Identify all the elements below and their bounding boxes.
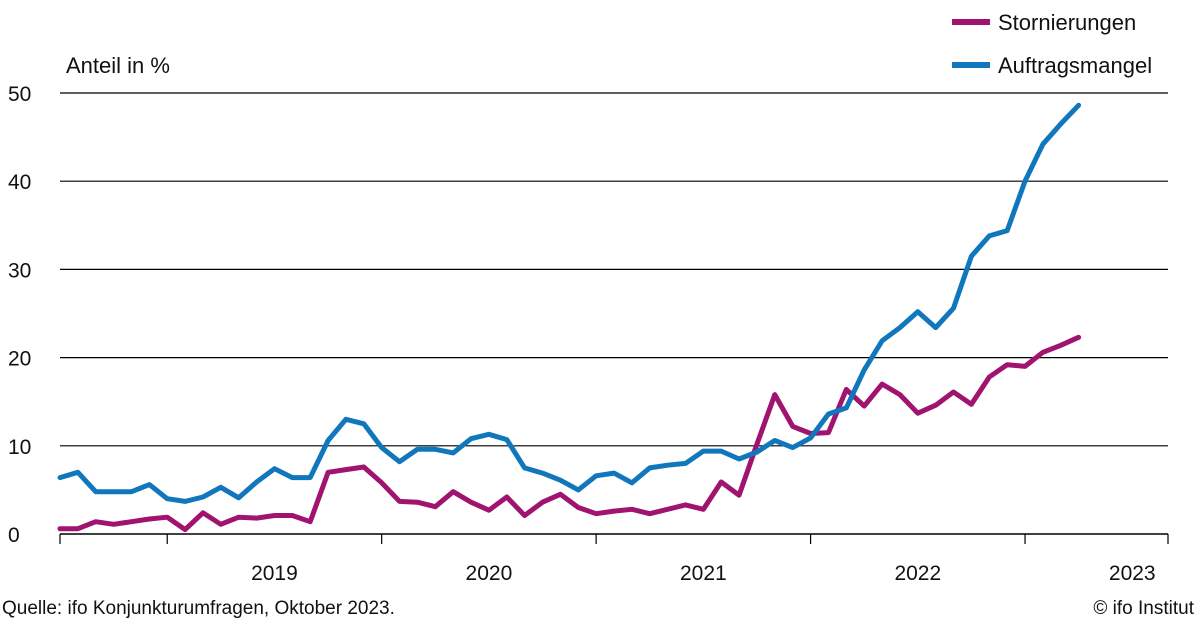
legend-label-stornierungen: Stornierungen	[998, 10, 1136, 35]
x-axis: 2019 2020 2021 2022 2023	[59, 533, 1169, 585]
copyright-note: © ifo Institut	[1093, 598, 1194, 619]
y-tick-label-40: 40	[8, 171, 31, 194]
x-tick-label-2021: 2021	[680, 562, 727, 585]
y-tick-label-30: 30	[8, 259, 31, 282]
x-tick-label-2022: 2022	[894, 562, 941, 585]
x-tick-label-2019: 2019	[251, 562, 298, 585]
series-line-auftragsmangel	[57, 102, 1082, 504]
series-lines	[57, 102, 1082, 533]
y-tick-label-0: 0	[8, 524, 20, 547]
y-axis-unit-label: Anteil in %	[66, 53, 170, 78]
x-tick-label-2023: 2023	[1109, 562, 1156, 585]
legend: Stornierungen Auftragsmangel	[952, 10, 1152, 78]
y-tick-label-10: 10	[8, 436, 31, 459]
series-line-stornierungen	[57, 334, 1082, 533]
y-tick-label-50: 50	[8, 83, 31, 106]
legend-label-auftragsmangel: Auftragsmangel	[998, 53, 1152, 78]
y-tick-label-20: 20	[8, 348, 31, 371]
y-axis-ticks: 0 10 20 30 40 50	[8, 83, 31, 547]
x-tick-label-2020: 2020	[466, 562, 513, 585]
source-note: Quelle: ifo Konjunkturumfragen, Oktober …	[2, 598, 395, 619]
gridlines	[60, 92, 1168, 447]
